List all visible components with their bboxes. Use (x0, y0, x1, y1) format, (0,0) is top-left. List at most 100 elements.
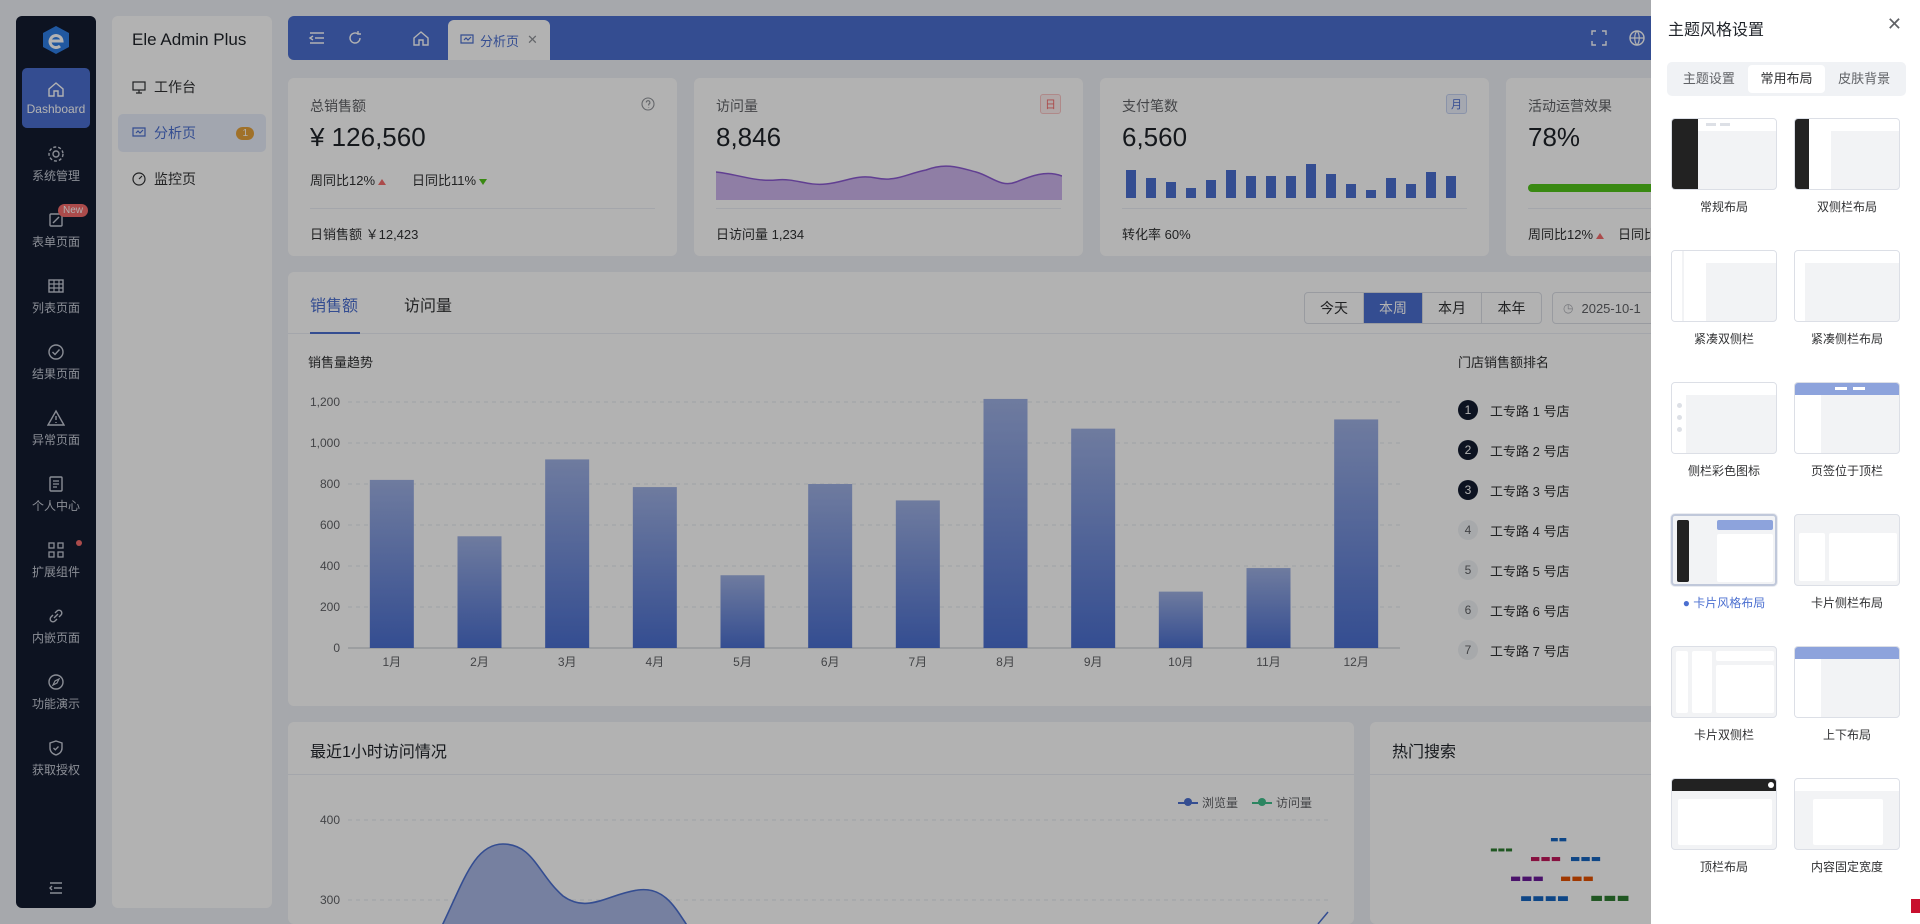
bar[interactable] (545, 459, 590, 648)
rail-item-result[interactable]: 结果页面 (22, 332, 90, 392)
gauge-icon (132, 172, 146, 186)
layout-thumbnail (1794, 250, 1900, 322)
range-month-button[interactable]: 本月 (1423, 293, 1482, 323)
range-year-button[interactable]: 本年 (1497, 300, 1526, 316)
bar[interactable] (632, 487, 677, 648)
rail-item-extensions[interactable]: 扩展组件 (22, 530, 90, 590)
y-tick-label: 400 (320, 559, 340, 573)
bar[interactable] (895, 500, 940, 648)
tab-common-layouts[interactable]: 常用布局 (1747, 65, 1826, 93)
tab-analysis[interactable]: 分析页 ✕ (448, 20, 550, 60)
x-tick-label: 2月 (470, 655, 489, 669)
fold-menu-icon[interactable] (308, 29, 326, 47)
bar[interactable] (1246, 568, 1291, 648)
stat-card-payments: 支付笔数 月 6,560 转化率 60% (1100, 78, 1489, 256)
layout-option-fixed-width[interactable]: 内容固定宽度 (1794, 778, 1900, 875)
tab-visits[interactable]: 访问量 (404, 298, 453, 315)
x-tick-label: 4月 (645, 655, 664, 669)
x-tick-label: 7月 (908, 655, 927, 669)
legend-label: 浏览量 (1202, 796, 1239, 810)
svg-text:▬▬▬: ▬▬▬ (1590, 890, 1630, 906)
flag-icon[interactable] (1911, 899, 1920, 913)
range-week-button[interactable]: 本周 (1364, 293, 1423, 323)
rail-item-demo[interactable]: 功能演示 (22, 662, 90, 722)
minibar (1346, 184, 1356, 198)
link-icon (49, 608, 63, 623)
bar[interactable] (808, 484, 853, 648)
fullscreen-icon[interactable] (1590, 29, 1608, 47)
layout-option-card-style[interactable]: ● 卡片风格布局 (1671, 514, 1777, 611)
tab-skin-background[interactable]: 皮肤背景 (1838, 71, 1891, 86)
layout-option-dual-sidebar[interactable]: 双侧栏布局 (1794, 118, 1900, 215)
bar[interactable] (983, 398, 1028, 648)
rail-item-dashboard[interactable]: Dashboard (22, 68, 90, 128)
selected-layout-label: 卡片风格布局 (1693, 596, 1766, 610)
layout-label: 上下布局 (1822, 728, 1871, 742)
refresh-icon[interactable] (346, 29, 364, 47)
rail-item-form[interactable]: 表单页面 New (22, 200, 90, 260)
layout-option-colored-icons[interactable]: 侧栏彩色图标 (1671, 382, 1777, 479)
x-tick-label: 12月 (1343, 655, 1368, 669)
minibar (1406, 184, 1416, 198)
subnav-item-analysis[interactable]: 分析页 1 (118, 114, 266, 152)
layout-option-default[interactable]: 常规布局 (1671, 118, 1777, 215)
home-tab-icon[interactable] (412, 29, 430, 47)
tab-theme-settings[interactable]: 主题设置 (1682, 71, 1735, 86)
top-bar: 分析页 ✕ (288, 16, 1920, 60)
collapse-menu-icon[interactable] (48, 880, 64, 896)
help-icon[interactable] (641, 97, 655, 111)
minibar (1206, 180, 1216, 198)
minibar (1326, 174, 1336, 198)
up-triangle-icon (1596, 232, 1605, 239)
rail-item-label: 结果页面 (31, 366, 80, 381)
bar[interactable] (1071, 428, 1116, 648)
globe-icon[interactable] (1628, 29, 1646, 47)
rail-item-label: 个人中心 (31, 498, 80, 513)
layout-option-tabs-in-header[interactable]: 页签位于顶栏 (1794, 382, 1900, 479)
close-icon[interactable]: ✕ (527, 32, 538, 47)
layout-thumbnail (1671, 646, 1777, 718)
rail-item-list[interactable]: 列表页面 (22, 266, 90, 326)
layout-option-compact-dual[interactable]: 紧凑双侧栏 (1671, 250, 1777, 347)
layout-thumbnail (1794, 778, 1900, 850)
layout-option-top-nav[interactable]: 顶栏布局 (1671, 778, 1777, 875)
legend-swatch-views (1178, 797, 1198, 806)
range-today-button[interactable]: 今天 (1305, 293, 1364, 323)
rail-item-embedded[interactable]: 内嵌页面 (22, 596, 90, 656)
rank-store-name: 工专路 6 号店 (1490, 603, 1570, 619)
rail-item-license[interactable]: 获取授权 (22, 728, 90, 788)
rank-number: 6 (1458, 600, 1478, 620)
layout-option-card-sidebar[interactable]: 卡片侧栏布局 (1794, 514, 1900, 611)
close-icon[interactable]: ✕ (1886, 14, 1902, 34)
layout-option-compact-sidebar[interactable]: 紧凑侧栏布局 (1794, 250, 1900, 347)
rail-item-profile[interactable]: 个人中心 (22, 464, 90, 524)
rail-item-system[interactable]: 系统管理 (22, 134, 90, 194)
app-logo-icon[interactable] (40, 24, 72, 56)
new-badge: New (57, 204, 88, 217)
layout-option-card-dual[interactable]: 卡片双侧栏 (1671, 646, 1777, 743)
layout-option-top-bottom[interactable]: 上下布局 (1794, 646, 1900, 743)
drawer-backdrop[interactable] (0, 0, 1651, 924)
rail-item-label: Dashboard (26, 102, 86, 116)
bar[interactable] (369, 479, 414, 648)
subnav-item-workbench[interactable]: 工作台 (118, 68, 266, 106)
rank-store-name: 工专路 4 号店 (1490, 523, 1570, 539)
rank-row: 2 工专路 2 号店 (1458, 440, 1569, 460)
layout-thumbnail (1794, 382, 1900, 454)
week-compare: 周同比12% (310, 173, 376, 188)
legend-swatch-visits (1252, 797, 1273, 806)
sales-card: 销售额 访问量 今天 本周 本月 本年 ◷ 2025-10-1 销售量趋势 0 2… (288, 272, 1920, 706)
rail-item-exception[interactable]: 异常页面 (22, 398, 90, 458)
bar[interactable] (1334, 419, 1379, 648)
rank-row: 7 工专路 7 号店 (1458, 640, 1569, 660)
subnav-item-monitor[interactable]: 监控页 (118, 160, 266, 198)
x-tick-label: 1月 (382, 655, 401, 669)
shield-icon (49, 739, 63, 756)
bar[interactable] (720, 575, 765, 648)
x-tick-label: 6月 (821, 655, 840, 669)
bar[interactable] (457, 536, 502, 648)
tab-sales[interactable]: 销售额 (310, 298, 359, 315)
divider (1370, 774, 1920, 775)
layout-thumbnail (1671, 382, 1777, 454)
bar[interactable] (1158, 591, 1203, 648)
